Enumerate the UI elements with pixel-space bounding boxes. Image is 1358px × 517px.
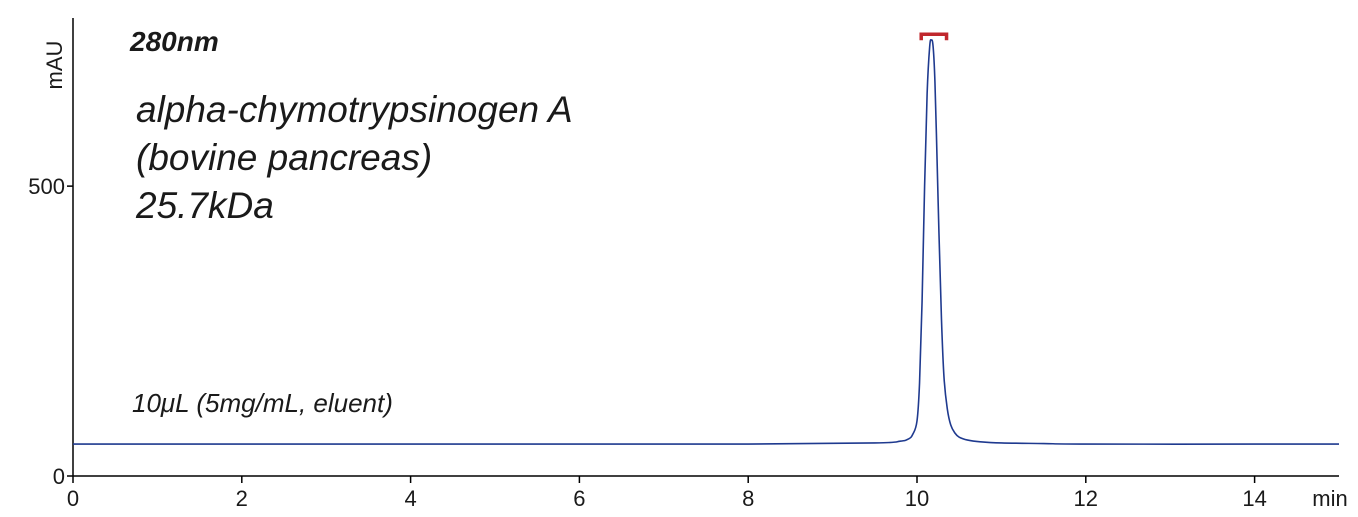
x-tick-label: 0 bbox=[67, 486, 79, 511]
x-axis-title: min bbox=[1312, 486, 1347, 511]
x-tick-label: 2 bbox=[236, 486, 248, 511]
wavelength-label: 280nm bbox=[129, 26, 219, 57]
molecular-weight-label: 25.7kDa bbox=[135, 185, 274, 226]
x-tick-label: 6 bbox=[573, 486, 585, 511]
sample-source-label: (bovine pancreas) bbox=[136, 137, 432, 178]
y-axis-title: mAU bbox=[42, 41, 67, 90]
x-tick-label: 14 bbox=[1242, 486, 1266, 511]
x-tick-label: 10 bbox=[905, 486, 929, 511]
y-tick-label: 0 bbox=[53, 464, 65, 489]
sample-name-label: alpha-chymotrypsinogen A bbox=[136, 89, 573, 130]
x-tick-label: 12 bbox=[1074, 486, 1098, 511]
chromatogram-trace bbox=[73, 38, 1339, 446]
axes bbox=[72, 18, 1339, 477]
injection-note: 10μL (5mg/mL, eluent) bbox=[132, 388, 393, 418]
ticks: 0 2 4 6 8 10 12 14 0 500 bbox=[28, 174, 1267, 511]
x-tick-label: 4 bbox=[404, 486, 416, 511]
y-tick-label: 500 bbox=[28, 174, 65, 199]
peak-bracket bbox=[919, 32, 949, 41]
x-tick-label: 8 bbox=[742, 486, 754, 511]
